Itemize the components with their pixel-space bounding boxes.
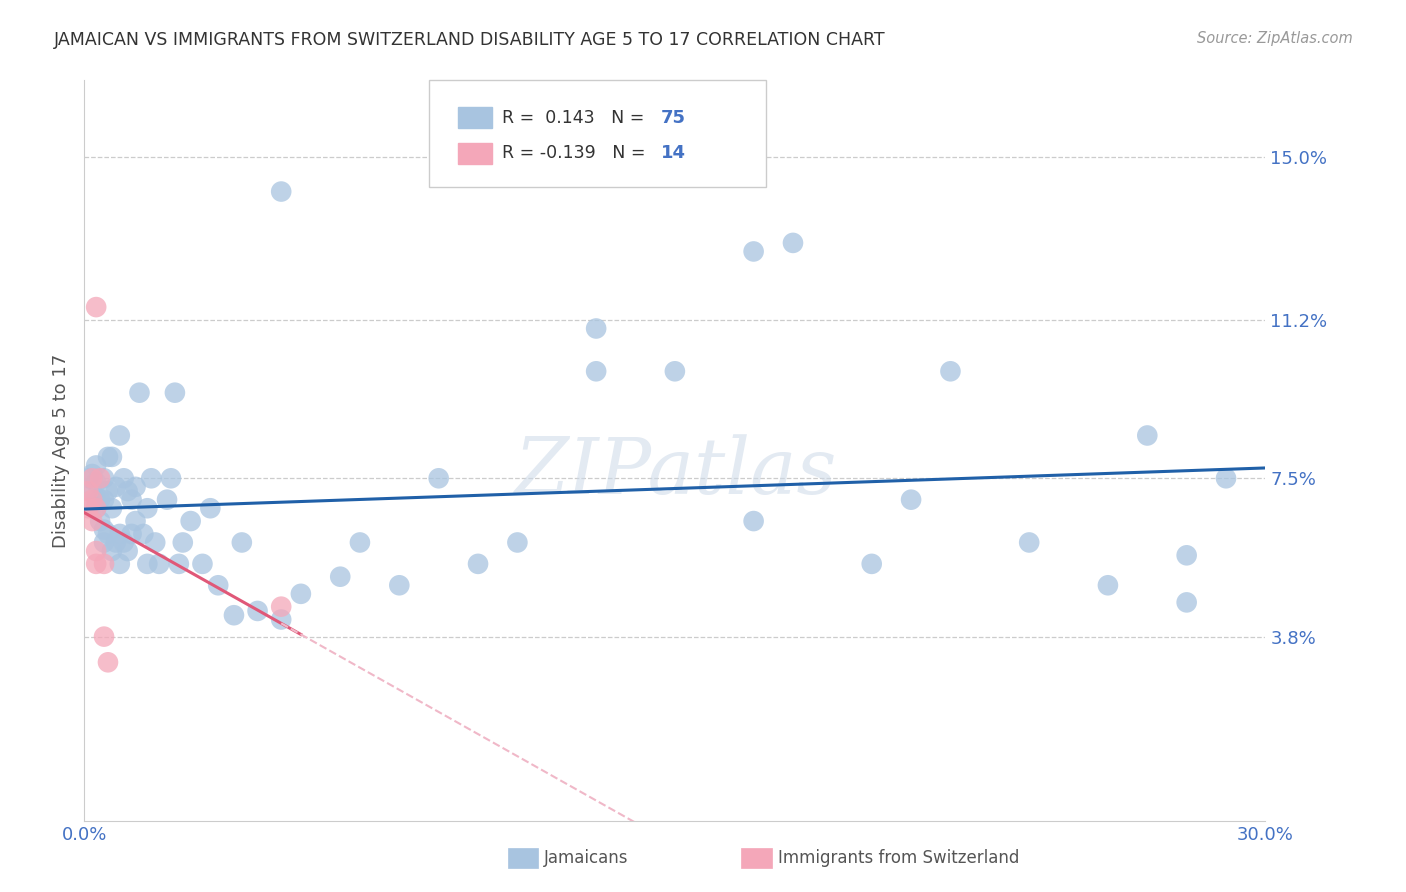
Point bbox=[148, 557, 170, 571]
Point bbox=[84, 501, 107, 516]
Point bbox=[132, 527, 155, 541]
Point bbox=[93, 492, 115, 507]
Point bbox=[506, 535, 529, 549]
Point bbox=[77, 501, 100, 516]
Point bbox=[782, 235, 804, 250]
Point bbox=[388, 578, 411, 592]
Point bbox=[89, 471, 111, 485]
Point bbox=[89, 514, 111, 528]
Point bbox=[112, 471, 135, 485]
Point bbox=[101, 544, 124, 558]
Point bbox=[84, 544, 107, 558]
Text: 14: 14 bbox=[661, 145, 686, 162]
Point bbox=[93, 523, 115, 537]
Point bbox=[108, 527, 131, 541]
Text: R = -0.139   N =: R = -0.139 N = bbox=[502, 145, 651, 162]
Point bbox=[290, 587, 312, 601]
Point bbox=[128, 385, 150, 400]
Point bbox=[89, 492, 111, 507]
Point bbox=[207, 578, 229, 592]
Point bbox=[200, 501, 222, 516]
Point bbox=[427, 471, 450, 485]
Text: Source: ZipAtlas.com: Source: ZipAtlas.com bbox=[1197, 31, 1353, 46]
Text: ZIPatlas: ZIPatlas bbox=[513, 434, 837, 511]
Point bbox=[82, 471, 104, 485]
Point bbox=[82, 467, 104, 481]
Point bbox=[93, 471, 115, 485]
Point bbox=[270, 613, 292, 627]
Point bbox=[121, 527, 143, 541]
Point bbox=[84, 501, 107, 516]
Point bbox=[121, 492, 143, 507]
Point bbox=[742, 244, 765, 259]
Point bbox=[108, 557, 131, 571]
Point bbox=[101, 501, 124, 516]
Point bbox=[329, 570, 352, 584]
Point bbox=[82, 484, 104, 499]
Point bbox=[585, 364, 607, 378]
Point bbox=[97, 527, 120, 541]
Point bbox=[1136, 428, 1159, 442]
Point bbox=[82, 514, 104, 528]
Point bbox=[172, 535, 194, 549]
Point bbox=[939, 364, 962, 378]
Point bbox=[97, 450, 120, 464]
Point bbox=[860, 557, 883, 571]
Point bbox=[84, 557, 107, 571]
Point bbox=[1175, 549, 1198, 563]
Point bbox=[141, 471, 163, 485]
Point bbox=[900, 492, 922, 507]
Point bbox=[270, 185, 292, 199]
Point bbox=[664, 364, 686, 378]
Text: Immigrants from Switzerland: Immigrants from Switzerland bbox=[778, 849, 1019, 867]
Point bbox=[136, 557, 159, 571]
Point bbox=[93, 535, 115, 549]
Point bbox=[84, 300, 107, 314]
Point bbox=[84, 458, 107, 473]
Point bbox=[77, 471, 100, 485]
Text: JAMAICAN VS IMMIGRANTS FROM SWITZERLAND DISABILITY AGE 5 TO 17 CORRELATION CHART: JAMAICAN VS IMMIGRANTS FROM SWITZERLAND … bbox=[53, 31, 884, 49]
Point bbox=[167, 557, 190, 571]
Text: Jamaicans: Jamaicans bbox=[544, 849, 628, 867]
Point bbox=[101, 450, 124, 464]
Point bbox=[156, 492, 179, 507]
Point bbox=[136, 501, 159, 516]
Point bbox=[270, 599, 292, 614]
Point bbox=[742, 514, 765, 528]
Point bbox=[246, 604, 269, 618]
Point bbox=[1018, 535, 1040, 549]
Point bbox=[84, 492, 107, 507]
Point bbox=[143, 535, 166, 549]
Point bbox=[163, 385, 186, 400]
Point bbox=[104, 535, 127, 549]
Point bbox=[93, 557, 115, 571]
Point bbox=[467, 557, 489, 571]
Point bbox=[1175, 595, 1198, 609]
Point bbox=[77, 484, 100, 499]
Point bbox=[82, 492, 104, 507]
Point bbox=[124, 514, 146, 528]
Point bbox=[124, 480, 146, 494]
Point bbox=[84, 475, 107, 490]
Point bbox=[97, 484, 120, 499]
Point bbox=[97, 655, 120, 669]
Point bbox=[1097, 578, 1119, 592]
Point bbox=[191, 557, 214, 571]
Point bbox=[231, 535, 253, 549]
Point bbox=[112, 535, 135, 549]
Y-axis label: Disability Age 5 to 17: Disability Age 5 to 17 bbox=[52, 353, 70, 548]
Point bbox=[104, 480, 127, 494]
Point bbox=[1215, 471, 1237, 485]
Point bbox=[117, 544, 139, 558]
Text: R =  0.143   N =: R = 0.143 N = bbox=[502, 109, 650, 127]
Point bbox=[349, 535, 371, 549]
Point bbox=[180, 514, 202, 528]
Text: 75: 75 bbox=[661, 109, 686, 127]
Point bbox=[222, 608, 245, 623]
Point bbox=[117, 484, 139, 499]
Point bbox=[108, 428, 131, 442]
Point bbox=[585, 321, 607, 335]
Point bbox=[160, 471, 183, 485]
Point bbox=[93, 630, 115, 644]
